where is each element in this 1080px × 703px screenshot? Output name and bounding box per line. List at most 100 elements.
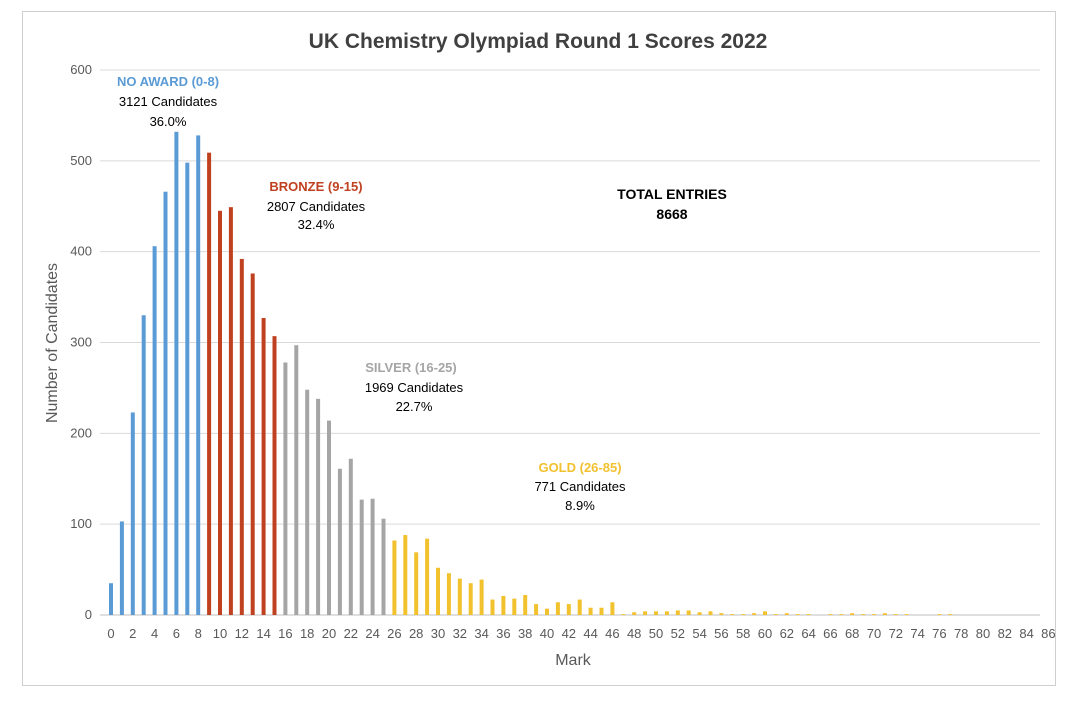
x-tick-label: 70 <box>867 626 881 641</box>
annotation-silver-candidates: 1969 Candidates <box>365 380 464 395</box>
bar <box>479 579 484 615</box>
x-tick-label: 84 <box>1019 626 1033 641</box>
x-tick-label: 52 <box>671 626 685 641</box>
annotation-no-award-head: NO AWARD (0-8) <box>117 74 219 89</box>
bar <box>403 535 408 615</box>
annotation-gold-candidates: 771 Candidates <box>534 479 626 494</box>
bar <box>305 389 310 615</box>
x-tick-label: 60 <box>758 626 772 641</box>
bar <box>174 131 179 615</box>
annotation-bronze-candidates: 2807 Candidates <box>267 199 366 214</box>
x-tick-label: 36 <box>496 626 510 641</box>
x-tick-label: 10 <box>213 626 227 641</box>
x-tick-label: 62 <box>780 626 794 641</box>
annotation-silver: SILVER (16-25) 1969 Candidates 22.7% <box>365 360 464 414</box>
x-tick-label: 72 <box>889 626 903 641</box>
chart-title: UK Chemistry Olympiad Round 1 Scores 202… <box>309 30 768 53</box>
bar <box>359 499 364 615</box>
x-tick-label: 42 <box>562 626 576 641</box>
x-axis-label: Mark <box>555 652 592 669</box>
annotation-gold-percent: 8.9% <box>565 498 595 513</box>
bar <box>348 458 353 615</box>
x-tick-label: 40 <box>540 626 554 641</box>
x-tick-label: 30 <box>431 626 445 641</box>
bar <box>566 604 571 615</box>
x-tick-label: 8 <box>195 626 202 641</box>
x-tick-label: 64 <box>801 626 815 641</box>
x-tick-label: 68 <box>845 626 859 641</box>
bar <box>806 614 811 615</box>
x-tick-label: 38 <box>518 626 532 641</box>
bar <box>446 573 451 615</box>
x-tick-label: 82 <box>998 626 1012 641</box>
y-tick-label: 0 <box>85 607 92 622</box>
bar <box>882 613 887 615</box>
x-tick-label: 34 <box>474 626 488 641</box>
bar <box>664 611 669 615</box>
x-tick-label: 48 <box>627 626 641 641</box>
bar <box>130 412 135 615</box>
x-tick-label: 86 <box>1041 626 1055 641</box>
bar <box>948 614 953 615</box>
bar <box>468 583 473 615</box>
bar <box>654 611 658 615</box>
bar <box>937 614 942 615</box>
annotation-no-award: NO AWARD (0-8) 3121 Candidates 36.0% <box>117 74 219 129</box>
bar <box>163 191 168 615</box>
x-tick-label: 50 <box>649 626 663 641</box>
bar <box>828 614 833 615</box>
y-tick-label: 500 <box>70 153 92 168</box>
bar <box>588 607 593 615</box>
bar <box>261 317 266 615</box>
bar <box>337 468 342 615</box>
annotation-no-award-percent: 36.0% <box>150 114 187 129</box>
bar <box>272 336 277 615</box>
bar <box>632 612 637 615</box>
x-tick-label: 20 <box>322 626 336 641</box>
bar <box>196 135 201 615</box>
x-axis-ticks: 0 2 4 6 8 10 12 14 16 18 20 22 24 26 28 30 32 34 36 38 40 42 4… <box>107 626 1055 641</box>
x-tick-label: 26 <box>387 626 401 641</box>
x-tick-label: 74 <box>910 626 924 641</box>
bar <box>708 611 713 615</box>
bar <box>534 604 539 615</box>
bar <box>501 595 506 615</box>
bar <box>545 608 549 615</box>
x-tick-label: 54 <box>692 626 706 641</box>
bar <box>904 614 909 615</box>
annotation-bronze: BRONZE (9-15) 2807 Candidates 32.4% <box>267 179 366 232</box>
y-tick-label: 300 <box>70 335 92 350</box>
bar <box>109 583 113 615</box>
bar <box>850 613 855 615</box>
bar <box>381 518 386 615</box>
bar <box>752 613 757 615</box>
x-tick-label: 14 <box>256 626 270 641</box>
y-tick-label: 600 <box>70 62 92 77</box>
bar <box>555 602 560 615</box>
x-tick-label: 16 <box>278 626 292 641</box>
bar <box>119 521 124 615</box>
bar <box>893 614 898 615</box>
annotation-silver-percent: 22.7% <box>396 399 433 414</box>
annotation-silver-head: SILVER (16-25) <box>365 360 457 375</box>
bar <box>730 614 735 615</box>
annotation-gold: GOLD (26-85) 771 Candidates 8.9% <box>534 460 626 513</box>
bar <box>436 567 440 615</box>
bar <box>283 362 288 615</box>
annotation-no-award-candidates: 3121 Candidates <box>119 94 218 109</box>
bars <box>109 131 953 616</box>
annotation-bronze-head: BRONZE (9-15) <box>269 179 362 194</box>
x-tick-label: 56 <box>714 626 728 641</box>
bar <box>316 398 321 615</box>
x-tick-label: 32 <box>453 626 467 641</box>
bar <box>425 538 430 615</box>
x-tick-label: 12 <box>235 626 249 641</box>
bar <box>773 614 778 615</box>
bar <box>675 610 680 615</box>
bar <box>414 552 419 615</box>
x-tick-label: 18 <box>300 626 314 641</box>
x-tick-label: 80 <box>976 626 990 641</box>
x-tick-label: 6 <box>173 626 180 641</box>
bar <box>250 273 255 615</box>
x-tick-label: 4 <box>151 626 158 641</box>
